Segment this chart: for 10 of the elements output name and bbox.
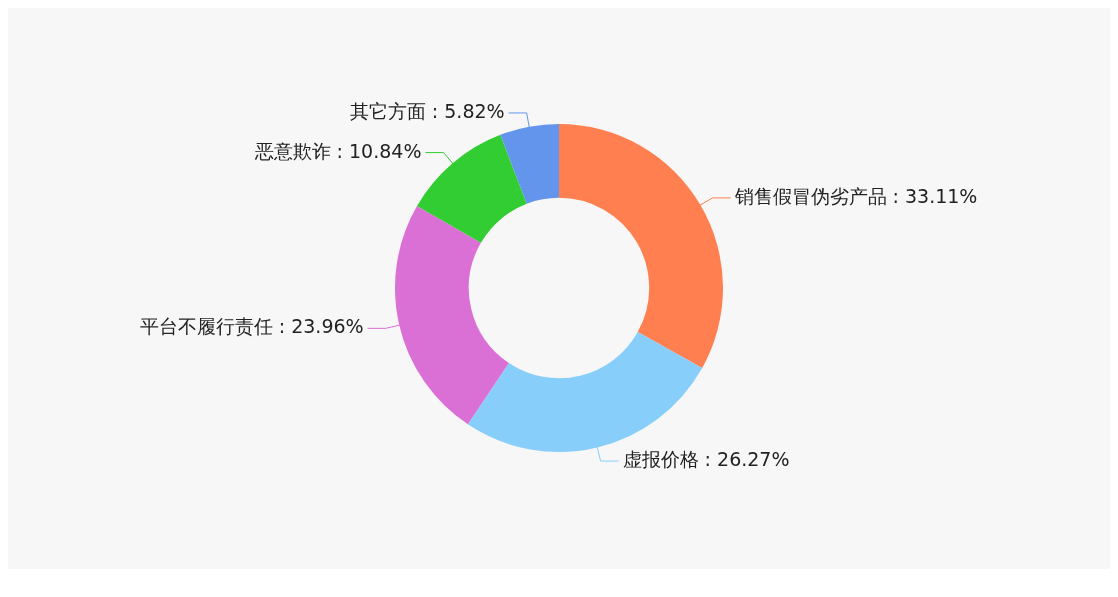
data-label: : 23.96% [278, 315, 364, 338]
data-label: : 26.27% [704, 448, 790, 471]
slice-label: 其它方面 [349, 99, 426, 122]
data-label: : 33.11% [892, 184, 978, 207]
data-label: : 10.84% [336, 139, 422, 162]
slice-label: 虚报价格 [622, 448, 699, 471]
slice-label: 恶意欺诈 [253, 139, 331, 162]
slice-label: 销售假冒伪劣产品 [733, 184, 887, 207]
data-label: : 5.82% [431, 99, 505, 122]
slice-label: 平台不履行责任 [139, 315, 273, 338]
